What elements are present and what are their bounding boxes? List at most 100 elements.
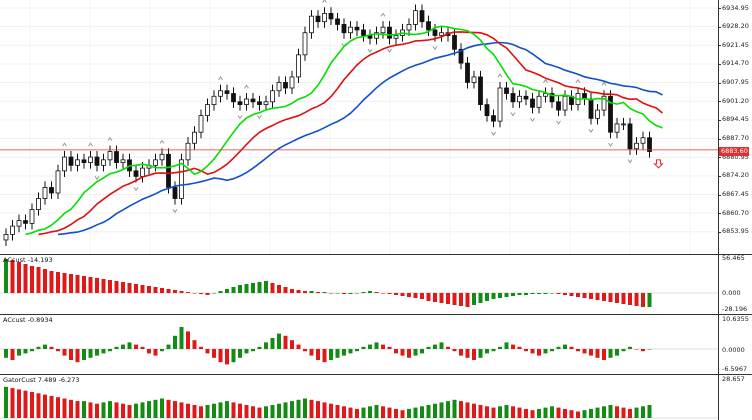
candle-bull bbox=[101, 159, 106, 166]
histogram-bar-up bbox=[478, 293, 483, 303]
histogram-bar-up bbox=[95, 349, 99, 356]
ac1-tick-zero: 0.000 bbox=[722, 289, 741, 297]
fractal-up-icon bbox=[159, 139, 165, 144]
candle-bull bbox=[413, 10, 418, 25]
histogram-bar-down bbox=[556, 293, 561, 294]
ac-histogram-1[interactable] bbox=[0, 255, 718, 314]
gator-histogram[interactable] bbox=[0, 375, 718, 420]
histogram-bar-down bbox=[387, 346, 392, 349]
candle-bull bbox=[640, 137, 646, 144]
histogram-bar-up bbox=[166, 344, 171, 349]
histogram-bar-up bbox=[329, 349, 333, 360]
candle-bear bbox=[465, 62, 470, 83]
gator-tick-top: 28.657 bbox=[722, 375, 745, 383]
price-chart[interactable] bbox=[0, 0, 718, 254]
fractal-up-icon bbox=[322, 0, 327, 3]
ac-pane-2[interactable] bbox=[0, 315, 718, 374]
price-tickmark bbox=[718, 26, 721, 28]
ac1-tick-bottom: -28.196 bbox=[722, 305, 748, 313]
candle-bear bbox=[81, 159, 87, 163]
ac2-tick-zero: 0.0000 bbox=[722, 346, 745, 354]
candle-bull bbox=[185, 142, 191, 161]
histogram-bar-up bbox=[283, 402, 288, 418]
histogram-bar-down bbox=[569, 410, 574, 418]
candle-bear bbox=[387, 26, 392, 39]
histogram-bar-down bbox=[23, 264, 28, 293]
candle-bear bbox=[491, 115, 496, 122]
histogram-bar-up bbox=[225, 289, 229, 293]
histogram-bar-down bbox=[101, 279, 106, 293]
fractal-down-icon bbox=[491, 131, 496, 136]
histogram-bar-down bbox=[452, 293, 457, 305]
histogram-bar-down bbox=[153, 349, 158, 356]
histogram-bar-down bbox=[485, 406, 489, 418]
candle-bull bbox=[270, 90, 275, 103]
histogram-bar-down bbox=[88, 277, 93, 293]
ac-pane-1[interactable] bbox=[0, 255, 718, 314]
candle-bear bbox=[133, 170, 139, 177]
histogram-bar-up bbox=[452, 399, 457, 418]
histogram-bar-down bbox=[49, 346, 54, 349]
histogram-bar-up bbox=[238, 349, 242, 358]
histogram-bar-up bbox=[179, 327, 184, 349]
histogram-bar-up bbox=[82, 349, 86, 360]
histogram-bar-down bbox=[465, 293, 470, 307]
histogram-bar-up bbox=[205, 405, 210, 418]
price-tick: 6860.70 bbox=[722, 208, 749, 217]
fractal-down-icon bbox=[510, 112, 516, 117]
histogram-bar-up bbox=[277, 403, 281, 418]
histogram-bar-down bbox=[602, 293, 606, 301]
histogram-bar-up bbox=[4, 386, 8, 418]
histogram-bar-up bbox=[621, 349, 626, 352]
histogram-bar-up bbox=[36, 346, 41, 349]
histogram-bar-up bbox=[478, 349, 483, 358]
pane-separator[interactable] bbox=[0, 314, 752, 315]
candle-bear bbox=[315, 15, 321, 23]
histogram-bar-up bbox=[225, 401, 229, 418]
histogram-bar-down bbox=[615, 406, 619, 418]
candle-bull bbox=[543, 93, 548, 97]
gator-label: GatorCust 7.489 -6.273 bbox=[3, 376, 80, 384]
histogram-bar-up bbox=[537, 293, 541, 294]
pane-separator[interactable] bbox=[0, 254, 752, 255]
histogram-bar-up bbox=[439, 402, 444, 418]
candle-bear bbox=[257, 101, 262, 105]
candle-bull bbox=[159, 153, 165, 161]
price-tickmark bbox=[718, 82, 721, 84]
histogram-bar-down bbox=[491, 407, 496, 418]
candle-bull bbox=[406, 24, 412, 31]
histogram-bar-down bbox=[160, 288, 164, 293]
candle-bull bbox=[536, 95, 542, 108]
price-tick: 6867.45 bbox=[722, 190, 749, 198]
histogram-bar-down bbox=[309, 399, 314, 418]
histogram-bar-up bbox=[498, 406, 502, 418]
histogram-bar-up bbox=[374, 342, 379, 349]
fractal-up-icon bbox=[244, 84, 249, 89]
histogram-bar-up bbox=[218, 291, 223, 293]
histogram-bar-down bbox=[127, 405, 132, 418]
histogram-bar-down bbox=[134, 284, 138, 293]
histogram-bar-down bbox=[10, 388, 15, 418]
histogram-bar-down bbox=[329, 293, 333, 294]
candle-bull bbox=[562, 95, 568, 111]
histogram-bar-up bbox=[244, 349, 249, 354]
pane-separator[interactable] bbox=[0, 374, 752, 375]
histogram-bar-up bbox=[231, 349, 236, 363]
ac-histogram-2[interactable] bbox=[0, 315, 718, 374]
fractal-up-icon bbox=[575, 78, 581, 83]
histogram-bar-up bbox=[426, 346, 431, 349]
histogram-bar-down bbox=[563, 408, 567, 418]
histogram-bar-up bbox=[212, 293, 216, 294]
candle-bull bbox=[16, 220, 22, 227]
histogram-bar-down bbox=[413, 293, 418, 298]
candle-bull bbox=[380, 26, 386, 34]
candle-bear bbox=[426, 21, 431, 31]
price-tickmark bbox=[718, 119, 721, 121]
histogram-bar-up bbox=[257, 346, 262, 349]
histogram-bar-up bbox=[108, 349, 112, 352]
histogram-bar-up bbox=[413, 407, 418, 418]
histogram-bar-down bbox=[576, 293, 580, 297]
histogram-bar-down bbox=[283, 335, 288, 349]
histogram-bar-down bbox=[199, 406, 203, 418]
price-tick: 6934.95 bbox=[722, 3, 749, 12]
